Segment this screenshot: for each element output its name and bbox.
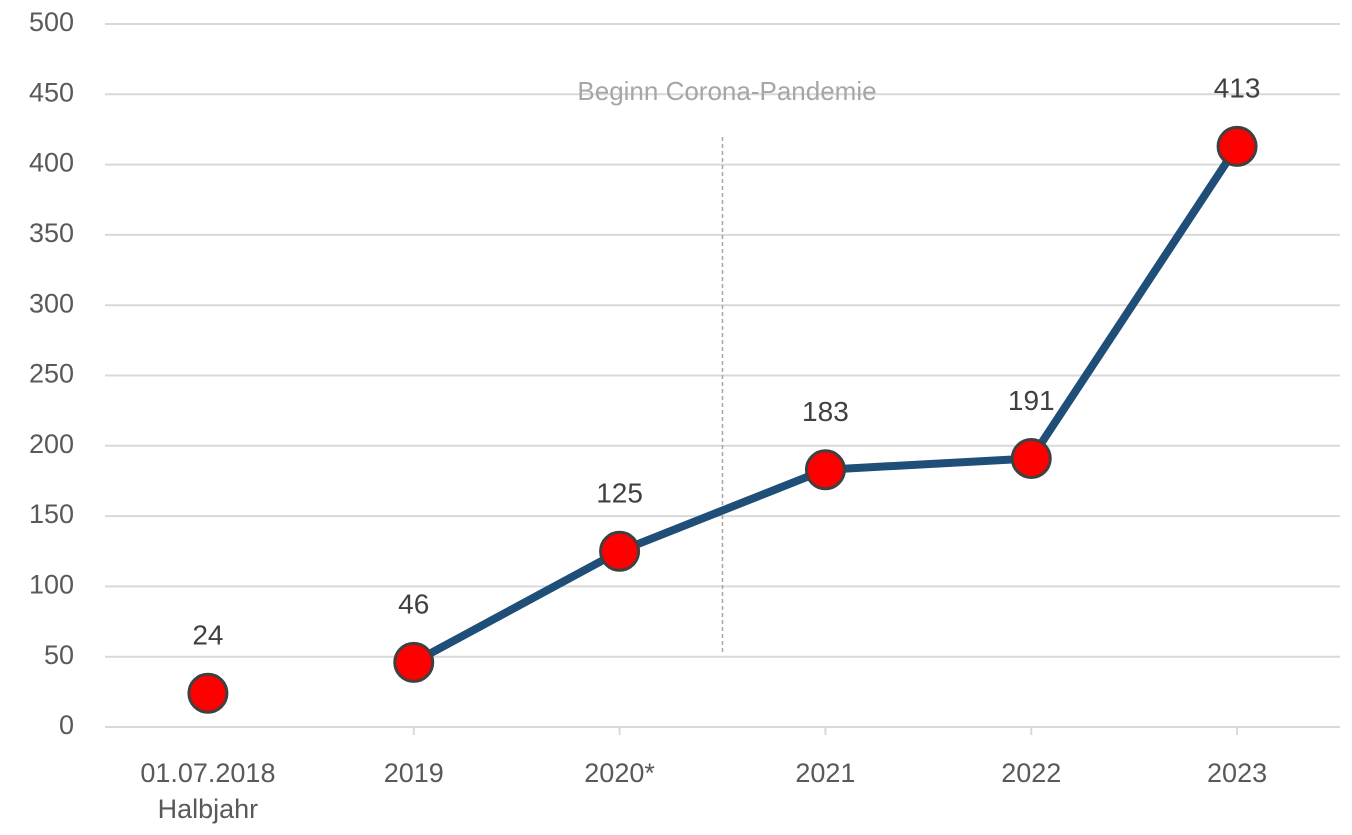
x-tick-label: 2022	[1001, 758, 1062, 788]
x-tick-label: 2021	[795, 758, 856, 788]
marker	[187, 672, 229, 714]
marker	[1216, 125, 1258, 167]
data-label: 191	[1008, 385, 1055, 416]
data-label: 413	[1214, 73, 1261, 104]
y-tick-label: 500	[29, 7, 74, 37]
y-tick-label: 200	[29, 429, 74, 459]
annotation: Beginn Corona-Pandemie	[577, 76, 876, 106]
y-tick-label: 300	[29, 288, 74, 318]
marker	[804, 449, 846, 491]
x-tick-label: 2023	[1207, 758, 1268, 788]
y-tick-label: 0	[59, 710, 74, 740]
x-tick-label: 01.07.2018 Halbjahr	[140, 758, 276, 824]
x-tick-label: 2020*	[584, 758, 655, 788]
marker	[599, 530, 641, 572]
y-tick-label: 100	[29, 570, 74, 600]
marker	[1010, 437, 1052, 479]
y-tick-label: 450	[29, 77, 74, 107]
y-tick-label: 350	[29, 218, 74, 248]
data-label: 24	[192, 620, 223, 651]
data-label: 125	[596, 478, 643, 509]
data-label: 183	[802, 396, 849, 427]
marker	[393, 641, 435, 683]
data-label: 46	[398, 589, 429, 620]
y-tick-label: 50	[44, 640, 74, 670]
y-tick-label: 150	[29, 499, 74, 529]
x-tick-label: 2019	[383, 758, 444, 788]
y-tick-label: 250	[29, 359, 74, 389]
y-tick-label: 400	[29, 148, 74, 178]
